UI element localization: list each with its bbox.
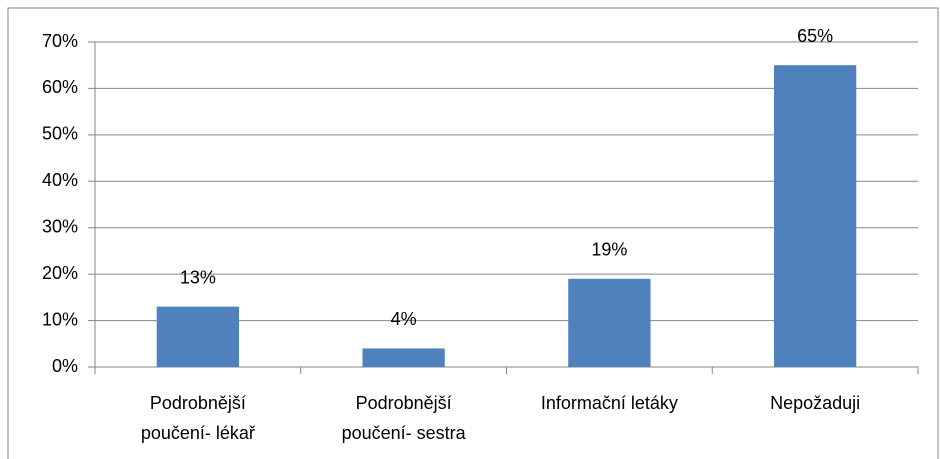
chart-border	[7, 7, 939, 459]
y-tick-label: 0%	[52, 356, 78, 376]
data-label: 19%	[591, 240, 627, 260]
y-tick-label: 60%	[42, 77, 78, 97]
y-tick-label: 40%	[42, 170, 78, 190]
bar	[568, 278, 651, 367]
x-tick-label: Nepožaduji	[770, 393, 861, 413]
y-tick-label: 10%	[42, 309, 78, 329]
bar	[773, 65, 857, 367]
data-label: 13%	[180, 267, 216, 287]
y-tick-label: 20%	[42, 263, 78, 283]
y-tick-label: 50%	[42, 124, 78, 144]
data-label: 65%	[797, 26, 833, 46]
bar	[362, 348, 445, 367]
bar	[156, 306, 240, 367]
y-tick-label: 30%	[42, 216, 78, 236]
data-label: 4%	[391, 309, 417, 329]
x-tick-label: Podrobnější poučení- sestra	[341, 393, 466, 443]
x-tick-label: Podrobnější poučení- lékař	[140, 393, 255, 443]
y-tick-label: 70%	[42, 31, 78, 51]
x-tick-label: Informační letáky	[540, 393, 678, 413]
